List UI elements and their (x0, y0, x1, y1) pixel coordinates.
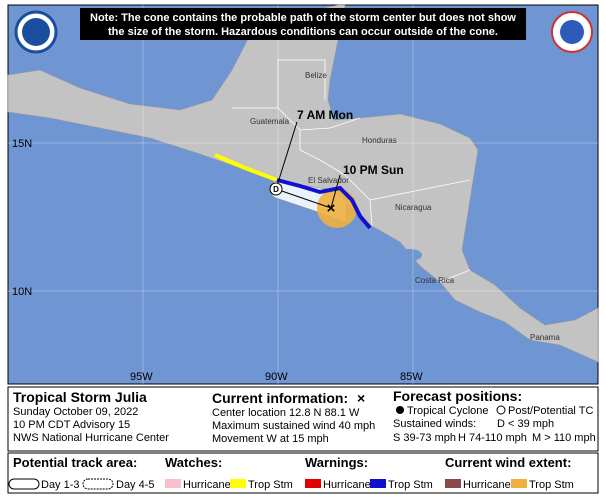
legend-swatch (8, 478, 40, 490)
nws-logo-inner (560, 20, 584, 44)
storm-title: Tropical Storm Julia (13, 389, 147, 405)
legend-heading: Warnings: (305, 455, 368, 470)
legend-text: Hurricane (183, 479, 231, 491)
legend-dot (496, 405, 506, 415)
legend-text: Trop Stm (529, 479, 574, 491)
legend-text: Trop Stm (248, 479, 293, 491)
legend-text: Hurricane (323, 479, 371, 491)
lake (398, 249, 422, 261)
legend-heading: Current wind extent: (445, 455, 571, 470)
current-heading: Current information: (212, 390, 348, 406)
forecast-item: Sustained winds: (393, 418, 476, 430)
legend-heading: Watches: (165, 455, 222, 470)
forecast-item: M > 110 mph (532, 432, 596, 444)
forecast-item: Tropical Cyclone (407, 405, 489, 417)
legend-dot (396, 406, 404, 414)
storm-date: Sunday October 09, 2022 (13, 406, 138, 418)
note-line: Note: The cone contains the probable pat… (90, 12, 516, 24)
current-line: Maximum sustained wind 40 mph (212, 420, 375, 432)
forecast-heading: Forecast positions: (393, 388, 522, 404)
lat-label: 10N (12, 286, 32, 298)
wind-extent (317, 188, 357, 228)
country-label: Guatemala (250, 117, 290, 126)
forecast-item: Post/Potential TC (508, 405, 593, 417)
track-line (275, 188, 332, 209)
legend-heading: Potential track area: (13, 455, 137, 470)
watch-line (214, 153, 278, 182)
noaa-logo-inner (22, 18, 50, 46)
legend-swatch (305, 479, 321, 488)
info-panel (7, 386, 599, 452)
current-line: Center location 12.8 N 88.1 W (212, 407, 360, 419)
legend-text: Trop Stm (388, 479, 433, 491)
country-label: Costa Rica (415, 276, 455, 285)
legend-text: Day 4-5 (116, 479, 155, 491)
legend-swatch (511, 479, 527, 488)
current-line: Movement W at 15 mph (212, 433, 329, 445)
forecast-marker: D (273, 185, 279, 194)
lon-label: 95W (130, 371, 153, 383)
country-label: El Salvador (308, 176, 349, 185)
forecast-item: H 74-110 mph (458, 432, 527, 444)
forecast-point (269, 182, 283, 196)
current-symbol: × (357, 390, 365, 406)
lon-label: 90W (265, 371, 288, 383)
track-pointer (275, 121, 298, 190)
map: Belize Guatemala Honduras El Salvador Ni… (7, 4, 599, 385)
storm-advisory: 10 PM CDT Advisory 15 (13, 419, 130, 431)
forecast-label: 10 PM Sun (343, 163, 404, 177)
country-label: Panama (530, 333, 560, 342)
storm-agency: NWS National Hurricane Center (13, 432, 169, 444)
forecast-item: S 39-73 mph (393, 432, 456, 444)
legend-swatch (445, 479, 461, 488)
country-label: Belize (305, 71, 327, 80)
legend-swatch (82, 478, 114, 490)
country-label: Nicaragua (395, 203, 432, 212)
legend-text: Hurricane (463, 479, 511, 491)
warning-line (276, 178, 372, 230)
country-label: Honduras (362, 136, 397, 145)
legend-swatch (230, 479, 246, 488)
legend-swatch (165, 479, 181, 488)
borders (232, 59, 471, 283)
lon-label: 85W (400, 371, 423, 383)
current-marker: × (327, 200, 336, 217)
forecast-item: D < 39 mph (497, 418, 554, 430)
lat-label: 15N (12, 138, 32, 150)
track-pointer (330, 174, 341, 209)
forecast-label: 7 AM Mon (297, 108, 353, 122)
note-box (80, 8, 526, 40)
note-line: the size of the storm. Hazardous conditi… (108, 26, 498, 38)
legend-swatch (370, 479, 386, 488)
legend-text: Day 1-3 (41, 479, 80, 491)
